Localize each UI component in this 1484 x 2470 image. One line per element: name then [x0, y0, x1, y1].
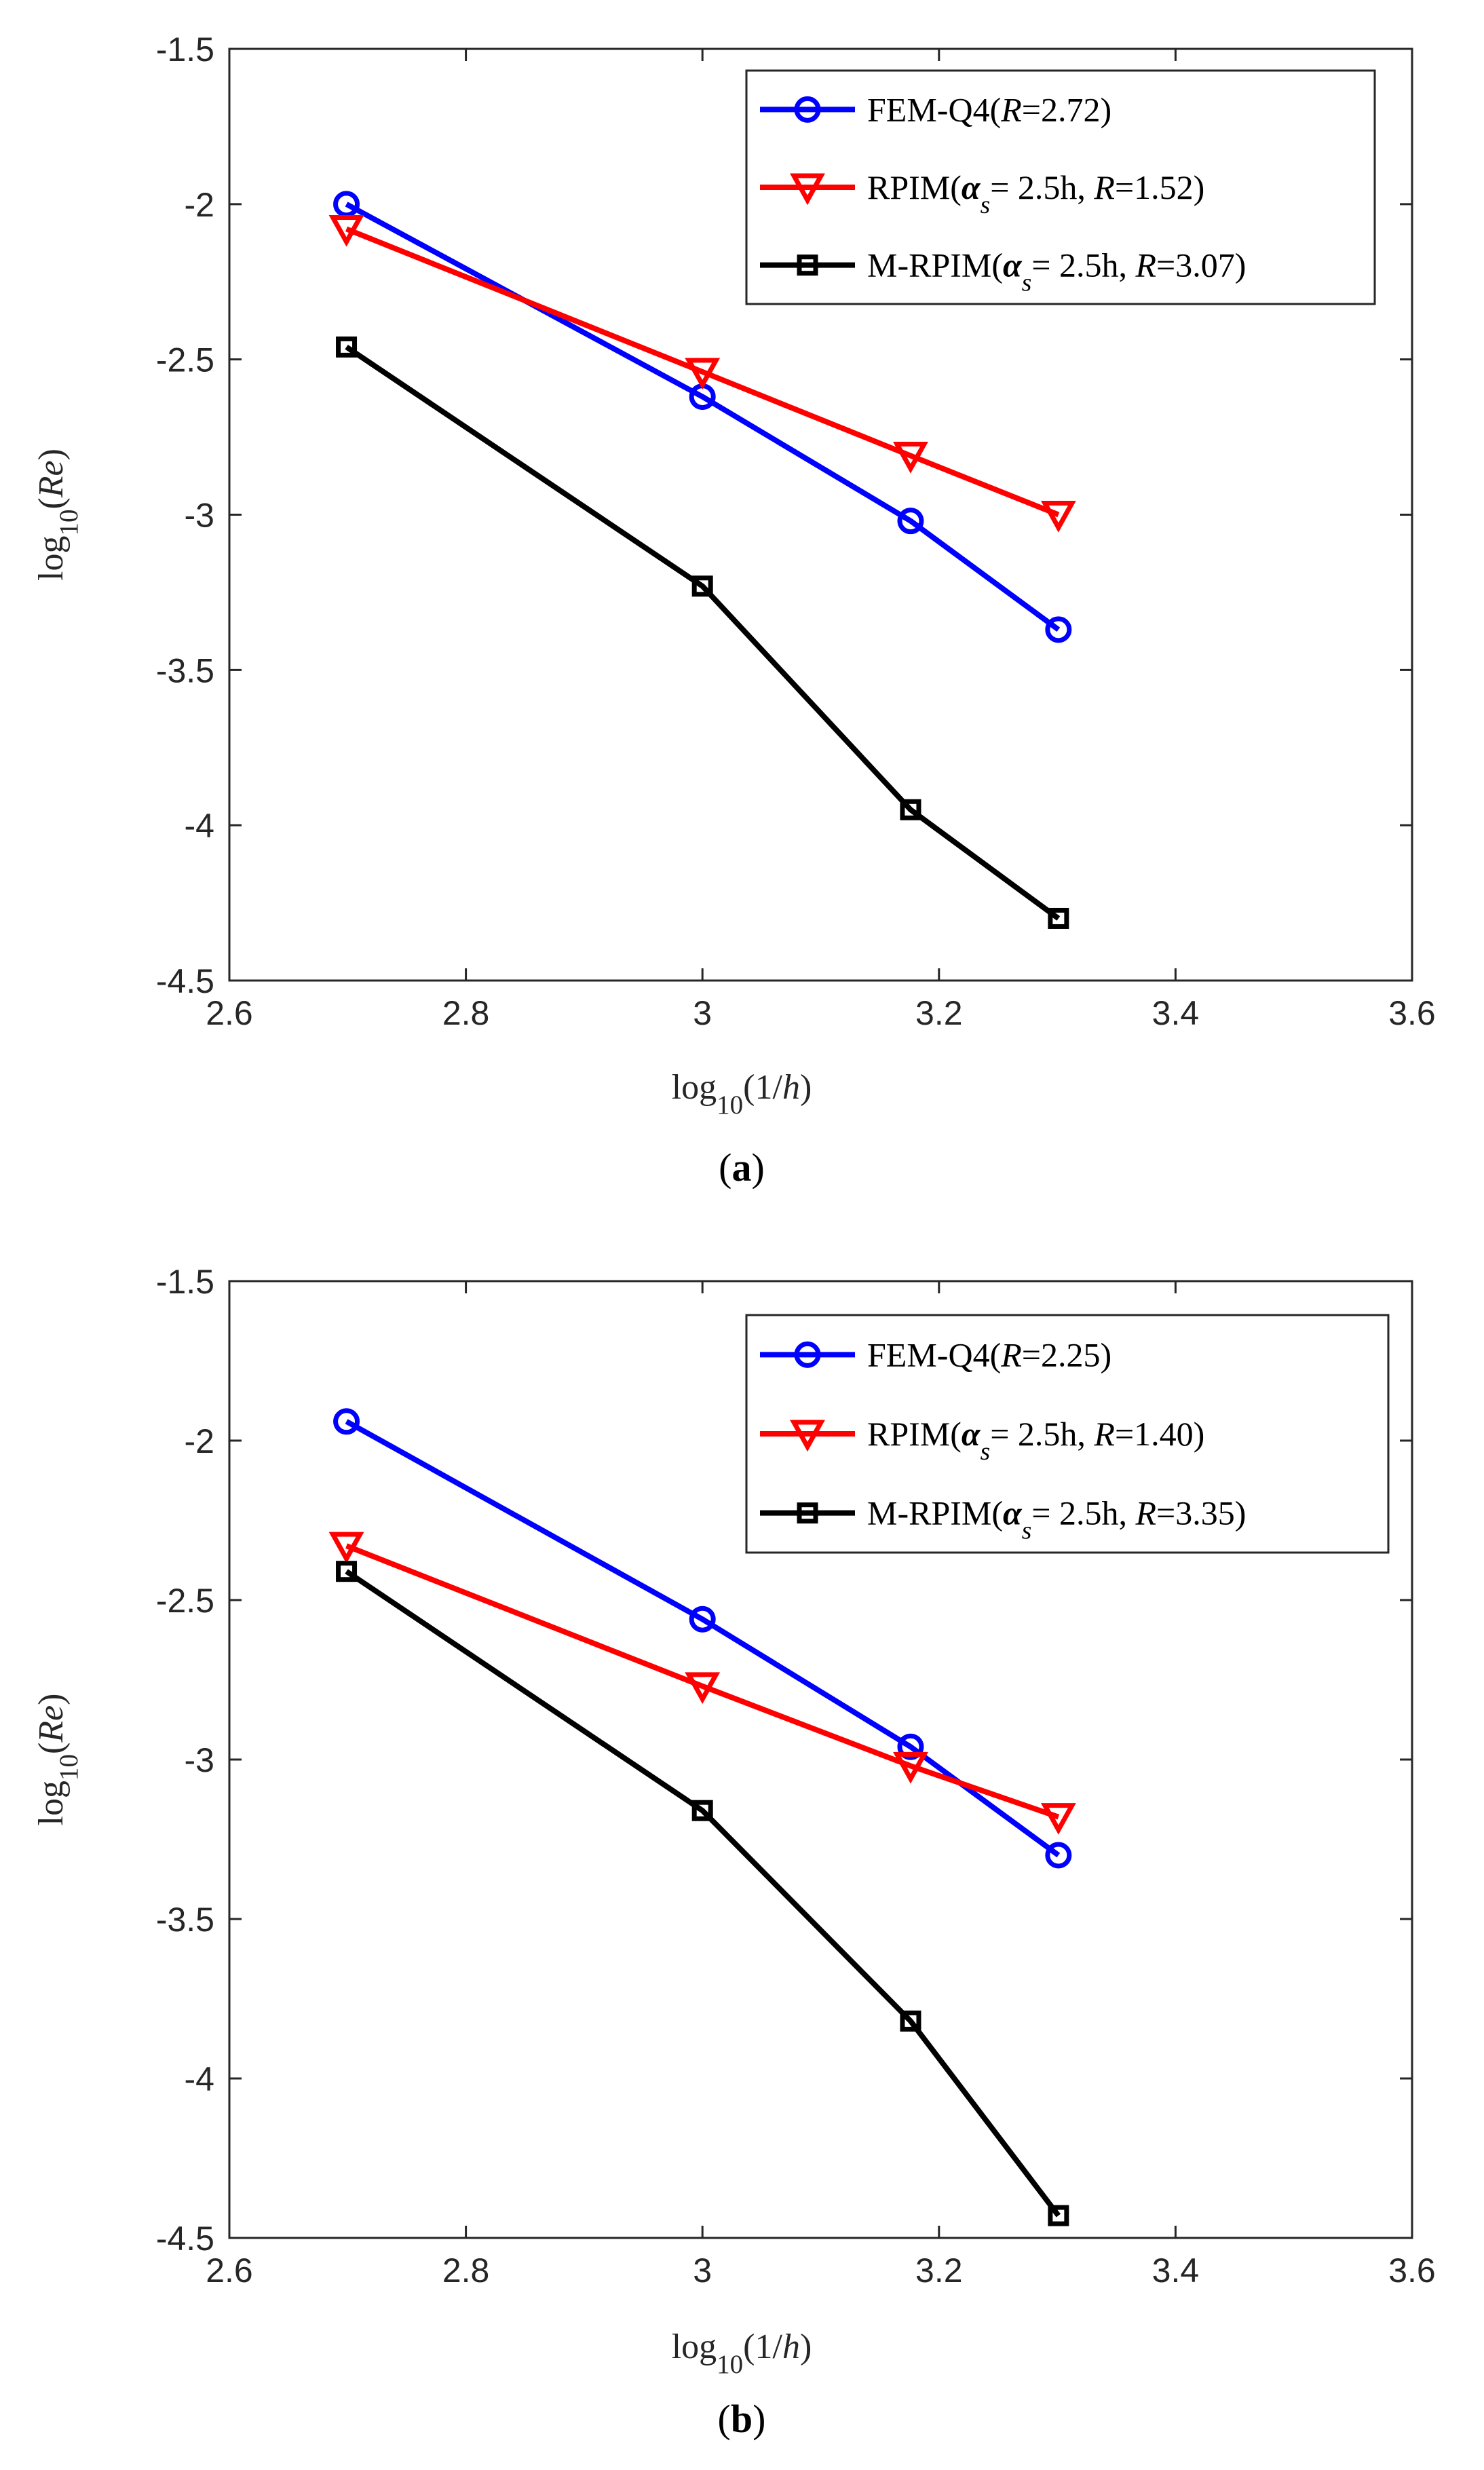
- y-axis-label: log10(Re): [32, 1694, 83, 1826]
- legend-entry: RPIM(αs= 2.5h, R=1.52): [760, 168, 1204, 219]
- legend-entry: FEM-Q4(R=2.25): [760, 1335, 1111, 1373]
- x-tick-label: 2.6: [206, 2252, 253, 2290]
- legend-entry: M-RPIM(αs= 2.5h, R=3.35): [760, 1494, 1246, 1545]
- chart-panel-b: 2.6 2.8 3 3.2 3.4 3.6 -4.5 -4 -3.5 -3 -2.5 -2 -1.5 lo…: [32, 1263, 1436, 2441]
- series-line: [345, 1569, 1061, 2218]
- y-tick-label: -1.5: [156, 31, 214, 69]
- data-point: [333, 1408, 360, 1435]
- legend-entry: M-RPIM(αs= 2.5h, R=3.07): [760, 246, 1246, 297]
- x-tick-label: 3.6: [1388, 994, 1436, 1032]
- x-tick-label: 2.6: [206, 994, 253, 1032]
- panel-label: (b): [718, 2397, 766, 2441]
- data-point: [1048, 2205, 1069, 2226]
- series-m-rpim: [336, 1561, 1069, 2226]
- y-axis-label: log10(Re): [32, 449, 83, 581]
- data-point: [328, 1532, 364, 1564]
- x-tick-label: 2.8: [442, 2252, 490, 2290]
- data-point: [900, 799, 921, 820]
- y-tick-label: -3: [185, 1741, 214, 1779]
- x-axis-label: log10(1/h): [672, 2328, 812, 2379]
- series-line: [345, 226, 1060, 518]
- data-point: [1040, 1803, 1076, 1835]
- data-point: [333, 191, 360, 218]
- data-point: [790, 173, 825, 206]
- x-tick-label: 2.8: [442, 994, 490, 1032]
- y-tick-label: -4.5: [156, 962, 214, 1000]
- series-fem-q4: [333, 1408, 1072, 1869]
- series-m-rpim: [336, 336, 1069, 929]
- legend-label: RPIM(αs= 2.5h, R=1.40): [867, 1415, 1204, 1466]
- legend-label: M-RPIM(αs= 2.5h, R=3.07): [867, 246, 1246, 297]
- x-tick-label: 3.2: [915, 2252, 963, 2290]
- legend-label: M-RPIM(αs= 2.5h, R=3.35): [867, 1494, 1246, 1545]
- y-tick-label: -2: [185, 186, 214, 224]
- y-tick-label: -1.5: [156, 1263, 214, 1301]
- x-axis-label: log10(1/h): [672, 1068, 812, 1120]
- y-tick-label: -2: [185, 1422, 214, 1460]
- data-point: [893, 1751, 928, 1784]
- x-tick-label: 3: [693, 994, 712, 1032]
- y-tick-label: -2.5: [156, 1582, 214, 1620]
- legend-label: FEM-Q4(R=2.25): [867, 1335, 1111, 1373]
- x-tick-label: 3.4: [1152, 2252, 1200, 2290]
- y-tick-label: -3: [185, 497, 214, 535]
- data-point: [1045, 616, 1072, 643]
- x-tick-label: 3.2: [915, 994, 963, 1032]
- series-line: [345, 1543, 1060, 1820]
- data-point: [900, 2010, 921, 2032]
- data-point: [336, 1561, 358, 1582]
- legend-entry: FEM-Q4(R=2.72): [760, 90, 1111, 128]
- data-point: [794, 96, 821, 123]
- chart-panel-a: 2.6 2.8 3 3.2 3.4 3.6 -4.5 -4 -3.5 -3 -2.5 -2 -1.5 lo…: [32, 31, 1436, 1190]
- legend-label: FEM-Q4(R=2.72): [867, 90, 1111, 128]
- y-tick-label: -3.5: [156, 1901, 214, 1939]
- data-point: [897, 1733, 924, 1760]
- data-point: [790, 1420, 825, 1452]
- data-point: [691, 1800, 713, 1821]
- data-point: [1048, 907, 1069, 929]
- x-tick-label: 3: [693, 2252, 712, 2290]
- data-point: [336, 336, 358, 358]
- x-tick-label: 3.4: [1152, 994, 1200, 1032]
- data-point: [794, 1341, 821, 1368]
- series-rpim: [328, 214, 1076, 533]
- y-tick-label: -4.5: [156, 2220, 214, 2258]
- y-tick-label: -3.5: [156, 651, 214, 689]
- y-tick-label: -4: [185, 807, 214, 845]
- y-tick-label: -2.5: [156, 341, 214, 379]
- series-rpim: [328, 1532, 1076, 1835]
- data-point: [1045, 1842, 1072, 1869]
- panel-label: (a): [719, 1145, 765, 1190]
- legend: FEM-Q4(R=2.72) RPIM(αs= 2.5h, R=1.52) M-RP…: [745, 69, 1376, 305]
- legend-entry: RPIM(αs= 2.5h, R=1.40): [760, 1415, 1204, 1466]
- data-point: [797, 254, 818, 276]
- data-point: [689, 1606, 716, 1633]
- series-line: [345, 1419, 1061, 1858]
- legend-label: RPIM(αs= 2.5h, R=1.52): [867, 168, 1204, 219]
- series-line: [345, 345, 1061, 921]
- data-point: [685, 1672, 721, 1705]
- data-point: [328, 214, 364, 247]
- y-tick-label: -4: [185, 2060, 214, 2098]
- data-point: [897, 508, 924, 535]
- x-tick-label: 3.6: [1388, 2252, 1436, 2290]
- data-point: [685, 358, 721, 390]
- data-point: [1040, 501, 1076, 533]
- legend: FEM-Q4(R=2.25) RPIM(αs= 2.5h, R=1.40) M-RP…: [745, 1314, 1390, 1554]
- data-point: [893, 442, 928, 474]
- data-point: [797, 1502, 818, 1524]
- data-point: [691, 575, 713, 597]
